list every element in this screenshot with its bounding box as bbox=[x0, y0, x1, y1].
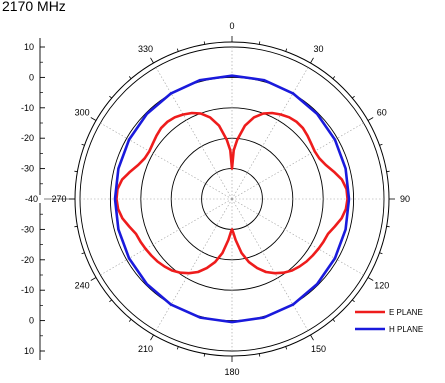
radial-tick-label: -40 bbox=[25, 194, 38, 204]
legend: E PLANE H PLANE bbox=[355, 308, 423, 334]
angle-tick-mark bbox=[332, 76, 336, 79]
series-e-plane bbox=[115, 111, 349, 275]
angle-tick-mark bbox=[258, 353, 261, 357]
series-layer bbox=[113, 74, 351, 324]
radial-tick-label: -30 bbox=[21, 224, 34, 234]
angle-label: 30 bbox=[313, 44, 323, 54]
legend-label: E PLANE bbox=[389, 308, 423, 317]
radial-tick-label: 0 bbox=[29, 72, 34, 82]
angle-tick-mark bbox=[176, 346, 179, 350]
angle-label: 90 bbox=[400, 194, 410, 204]
angle-label: 240 bbox=[75, 281, 90, 291]
spoke-150 bbox=[231, 198, 309, 331]
angle-label: 150 bbox=[311, 344, 326, 354]
angle-tick-mark bbox=[74, 225, 78, 228]
angle-tick-mark bbox=[150, 334, 154, 341]
angle-tick-mark bbox=[176, 48, 179, 52]
radial-axis: 10 0 -10 -20 -30 -40 -30 -20 -10 0 10 bbox=[21, 38, 75, 360]
angle-tick-mark bbox=[310, 57, 314, 64]
angle-tick-mark bbox=[128, 76, 132, 79]
radial-tick-label: -10 bbox=[21, 285, 34, 295]
legend-label: H PLANE bbox=[389, 325, 423, 334]
angle-tick-mark bbox=[285, 346, 288, 350]
angle-tick-mark bbox=[310, 334, 314, 341]
angle-tick-mark bbox=[203, 353, 206, 357]
angle-tick-mark bbox=[386, 170, 390, 173]
radial-tick-label: -30 bbox=[21, 164, 34, 174]
angle-tick-mark bbox=[81, 252, 85, 255]
angle-tick-mark bbox=[128, 319, 132, 322]
angle-tick-mark bbox=[109, 95, 112, 99]
angle-label: 180 bbox=[224, 367, 239, 377]
angle-tick-mark bbox=[285, 48, 288, 52]
angle-tick-mark bbox=[203, 41, 206, 45]
spoke-210 bbox=[155, 198, 233, 331]
chart-title: 2170 MHz bbox=[2, 0, 66, 14]
angle-tick-mark bbox=[379, 143, 383, 146]
angle-tick-mark bbox=[379, 252, 383, 255]
radial-tick-label: -20 bbox=[21, 133, 34, 143]
spoke-240 bbox=[100, 198, 233, 276]
angle-label: 120 bbox=[374, 281, 389, 291]
angle-tick-mark bbox=[386, 225, 390, 228]
angle-label: 210 bbox=[138, 344, 153, 354]
angle-label: 330 bbox=[138, 44, 153, 54]
angle-label: 60 bbox=[377, 108, 387, 118]
angle-tick-mark bbox=[258, 41, 261, 45]
angle-tick-mark bbox=[352, 95, 355, 99]
spoke-60 bbox=[231, 122, 364, 200]
angle-tick-mark bbox=[74, 170, 78, 173]
radial-tick-label: 10 bbox=[24, 346, 34, 356]
grid-ring-4 bbox=[109, 76, 355, 322]
angle-tick-mark bbox=[90, 117, 97, 121]
spoke-120 bbox=[231, 198, 364, 276]
spoke-300 bbox=[100, 122, 233, 200]
angle-label: 300 bbox=[75, 108, 90, 118]
radial-tick-label: 10 bbox=[24, 42, 34, 52]
angle-tick-mark bbox=[367, 117, 374, 121]
radial-tick-label: -10 bbox=[21, 103, 34, 113]
radial-tick-label: 0 bbox=[29, 316, 34, 326]
series-h-plane bbox=[113, 74, 351, 324]
radial-tick-label: -20 bbox=[21, 255, 34, 265]
angle-label: 0 bbox=[229, 21, 234, 31]
spoke-330 bbox=[155, 67, 233, 200]
angle-tick-mark bbox=[332, 319, 336, 322]
spoke-30 bbox=[231, 67, 309, 200]
angle-tick-mark bbox=[150, 57, 154, 64]
angle-tick-mark bbox=[90, 277, 97, 281]
angle-tick-mark bbox=[81, 143, 85, 146]
angle-tick-mark bbox=[109, 299, 112, 303]
angle-tick-mark bbox=[352, 299, 355, 303]
angle-tick-mark bbox=[367, 277, 374, 281]
